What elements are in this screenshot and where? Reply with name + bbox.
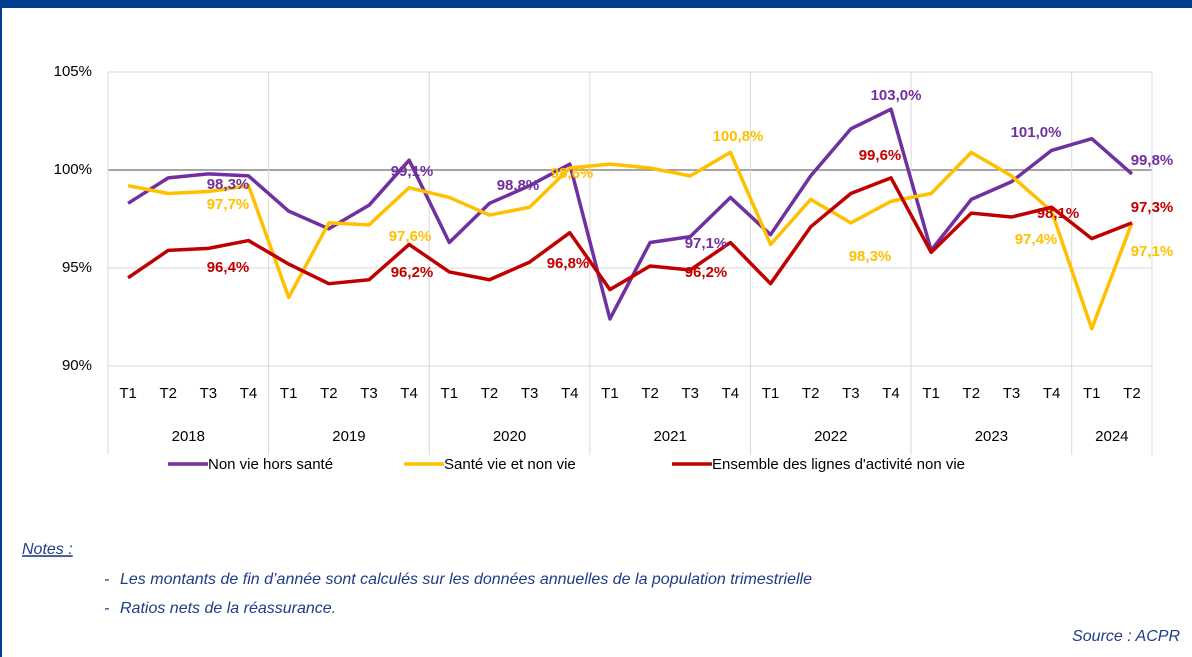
x-tick-label: T1 xyxy=(280,385,298,402)
x-tick-label: T1 xyxy=(1083,385,1101,402)
annotation: 98,1% xyxy=(1037,205,1080,222)
annotation: 100,8% xyxy=(713,128,764,145)
annotation: 97,6% xyxy=(389,228,432,245)
x-tick-label: T4 xyxy=(882,385,900,402)
y-tick-label: 105% xyxy=(54,63,92,80)
source: Source : ACPR xyxy=(1072,628,1180,645)
y-tick-label: 95% xyxy=(62,259,92,276)
annotation: 97,3% xyxy=(1131,199,1174,216)
x-tick-label: T1 xyxy=(119,385,137,402)
x-group-label: 2019 xyxy=(332,428,365,445)
annotation: 97,7% xyxy=(207,196,250,213)
x-tick-label: T4 xyxy=(722,385,740,402)
series-line xyxy=(127,107,1134,321)
x-tick-label: T4 xyxy=(1043,385,1061,402)
series-line xyxy=(127,150,1134,331)
x-tick-label: T1 xyxy=(762,385,780,402)
header-bar xyxy=(0,0,1192,8)
annotation: 103,0% xyxy=(871,87,922,104)
annotation: 97,1% xyxy=(1131,243,1174,260)
annotation: 99,8% xyxy=(1131,152,1174,169)
left-border xyxy=(0,0,2,657)
x-tick-label: T3 xyxy=(200,385,218,402)
x-group-label: 2022 xyxy=(814,428,847,445)
x-group-label: 2021 xyxy=(653,428,686,445)
legend-label: Ensemble des lignes d'activité non vie xyxy=(712,456,965,473)
x-group-label: 2023 xyxy=(975,428,1008,445)
x-tick-label: T3 xyxy=(1003,385,1021,402)
legend-label: Santé vie et non vie xyxy=(444,456,576,473)
x-group-label: 2024 xyxy=(1095,428,1128,445)
x-tick-label: T1 xyxy=(441,385,459,402)
annotation: 98,6% xyxy=(551,165,594,182)
note-item: Ratios nets de la réassurance. xyxy=(120,600,336,617)
x-group-label: 2018 xyxy=(172,428,205,445)
annotation: 97,4% xyxy=(1015,231,1058,248)
annotation: 101,0% xyxy=(1011,124,1062,141)
annotation: 98,8% xyxy=(497,177,540,194)
notes-title: Notes : xyxy=(22,541,73,558)
x-tick-label: T1 xyxy=(601,385,619,402)
x-tick-label: T4 xyxy=(240,385,258,402)
annotation: 96,2% xyxy=(391,264,434,281)
x-tick-label: T3 xyxy=(521,385,539,402)
x-tick-label: T2 xyxy=(641,385,659,402)
annotation: 98,3% xyxy=(849,248,892,265)
x-tick-label: T2 xyxy=(481,385,499,402)
annotation: 98,3% xyxy=(207,176,250,193)
legend-label: Non vie hors santé xyxy=(208,456,333,473)
x-tick-label: T2 xyxy=(159,385,177,402)
x-tick-label: T3 xyxy=(842,385,860,402)
x-tick-label: T2 xyxy=(1123,385,1141,402)
y-tick-label: 100% xyxy=(54,161,92,178)
annotation: 97,1% xyxy=(685,235,728,252)
annotation: 96,4% xyxy=(207,259,250,276)
note-item: Les montants de fin d’année sont calculé… xyxy=(120,571,812,588)
annotation: 99,1% xyxy=(391,163,434,180)
x-tick-label: T3 xyxy=(681,385,699,402)
x-tick-label: T3 xyxy=(360,385,378,402)
x-tick-label: T1 xyxy=(922,385,940,402)
annotation: 99,6% xyxy=(859,147,902,164)
x-tick-label: T2 xyxy=(802,385,820,402)
x-tick-label: T2 xyxy=(320,385,338,402)
x-tick-label: T4 xyxy=(400,385,418,402)
x-tick-label: T2 xyxy=(963,385,981,402)
x-group-label: 2020 xyxy=(493,428,526,445)
annotation: 96,8% xyxy=(547,255,590,272)
annotation: 96,2% xyxy=(685,264,728,281)
note-dash: - xyxy=(104,571,109,588)
y-tick-label: 90% xyxy=(62,357,92,374)
x-tick-label: T4 xyxy=(561,385,579,402)
series-line xyxy=(127,176,1133,292)
note-dash: - xyxy=(104,600,109,617)
